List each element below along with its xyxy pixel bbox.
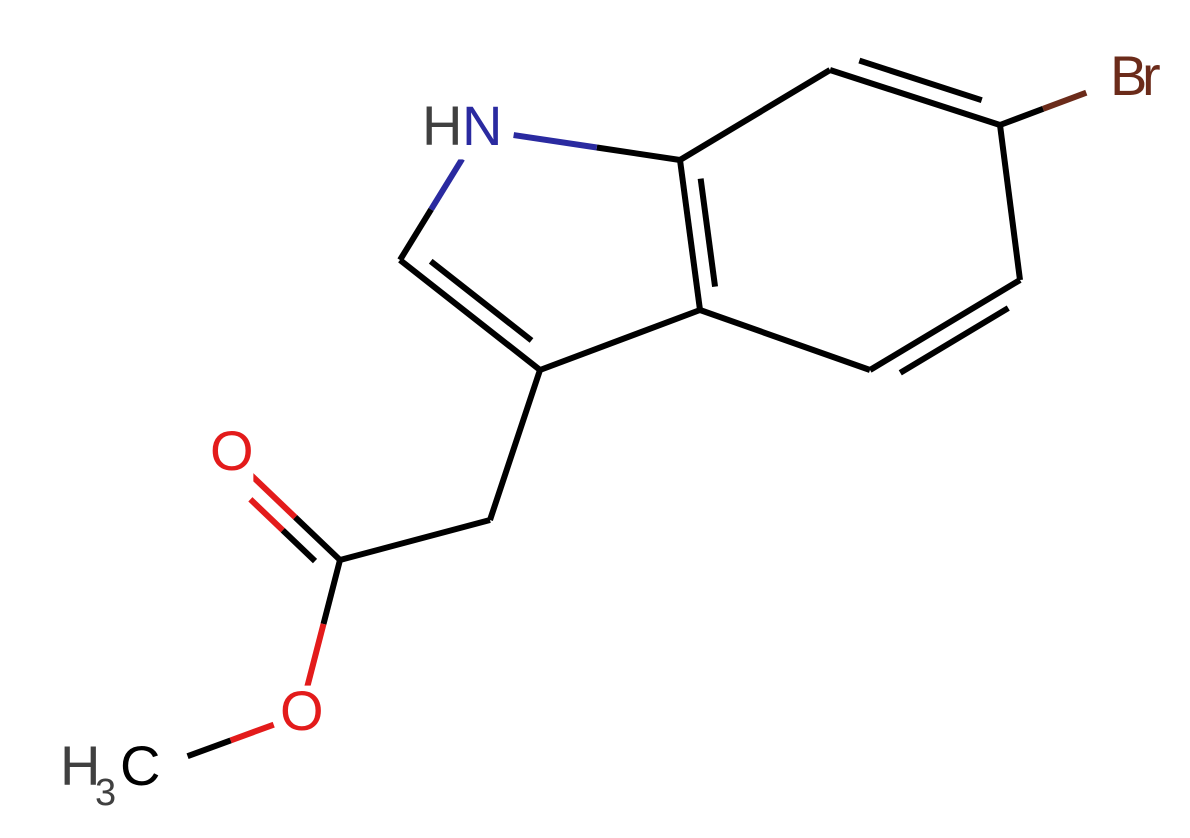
atom-label-N1: H <box>422 94 462 157</box>
atom-label-O2: O <box>280 679 324 742</box>
atom-label-Br: r <box>1142 44 1161 107</box>
atom-label-N1: N <box>462 94 502 157</box>
atom-label-C10: 3 <box>95 772 116 814</box>
atom-label-O1: O <box>210 419 254 482</box>
atom-label-C10: C <box>120 734 160 797</box>
molecule-diagram: HNBrOOH3C <box>0 0 1190 838</box>
